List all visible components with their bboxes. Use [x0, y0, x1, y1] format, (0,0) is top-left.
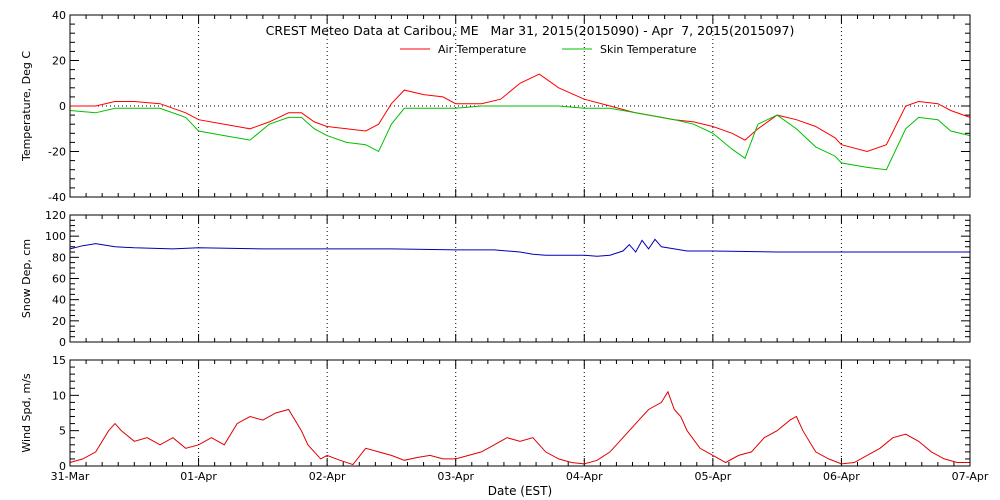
y-tick-label: 60 — [52, 273, 66, 286]
y-tick-label: 0 — [59, 100, 66, 113]
legend-air-label: Air Temperature — [438, 43, 527, 56]
temperature-panel: -40 -20 0 20 40 Temperature, Deg C — [20, 9, 971, 204]
y-tick-label: 20 — [52, 315, 66, 328]
y-axis-label: Temperature, Deg C — [20, 51, 33, 162]
skin-temperature-line — [69, 105, 971, 171]
wind-speed-line — [69, 390, 970, 466]
plot-frame — [69, 359, 971, 467]
y-tick-label: 0 — [59, 460, 66, 473]
snow-depth-line — [69, 238, 970, 257]
panels: -40 -20 0 20 40 Temperature, Deg C 0 20 40 60 80 10… — [20, 9, 971, 473]
x-tick-label: 05-Apr — [694, 470, 731, 483]
y-tick-label: 15 — [52, 354, 66, 367]
x-tick-label: 03-Apr — [437, 470, 474, 483]
x-tick-label: 06-Apr — [823, 470, 860, 483]
x-axis-ticks: 31-Mar 01-Apr 02-Apr 03-Apr 04-Apr 05-Apr 06-A… — [51, 470, 989, 483]
y-tick-label: 5 — [59, 425, 66, 438]
air-temperature-line — [70, 73, 971, 153]
y-tick-label: 100 — [45, 230, 66, 243]
y-tick-label: 80 — [52, 251, 66, 264]
x-tick-label: 04-Apr — [566, 470, 603, 483]
legend-skin-label: Skin Temperature — [600, 43, 697, 56]
y-axis-label: Snow Dep, cm — [20, 239, 33, 318]
x-tick-label: 31-Mar — [51, 470, 90, 483]
y-axis-label: Wind Spd, m/s — [20, 373, 33, 453]
y-tick-label: 10 — [52, 389, 66, 402]
wind-speed-panel: 0 5 10 15 Wind Spd, m/s — [20, 354, 971, 473]
y-tick-label: 20 — [52, 55, 66, 68]
x-tick-label: 01-Apr — [180, 470, 217, 483]
y-tick-label: 40 — [52, 294, 66, 307]
x-tick-label: 02-Apr — [309, 470, 346, 483]
x-tick-label: 07-Apr — [952, 470, 989, 483]
y-tick-label: -40 — [48, 191, 66, 204]
x-axis-label: Date (EST) — [488, 484, 552, 498]
snow-depth-panel: 0 20 40 60 80 100 120 Snow Dep, cm — [20, 209, 971, 349]
y-tick-label: -20 — [48, 146, 66, 159]
y-tick-label: 120 — [45, 209, 66, 222]
chart-title: CREST Meteo Data at Caribou, ME Mar 31, … — [266, 23, 795, 38]
y-tick-label: 40 — [52, 9, 66, 22]
plot-frame — [69, 14, 971, 198]
plot-frame — [69, 214, 971, 343]
legend: Air Temperature Skin Temperature — [400, 43, 697, 56]
y-tick-label: 0 — [59, 336, 66, 349]
